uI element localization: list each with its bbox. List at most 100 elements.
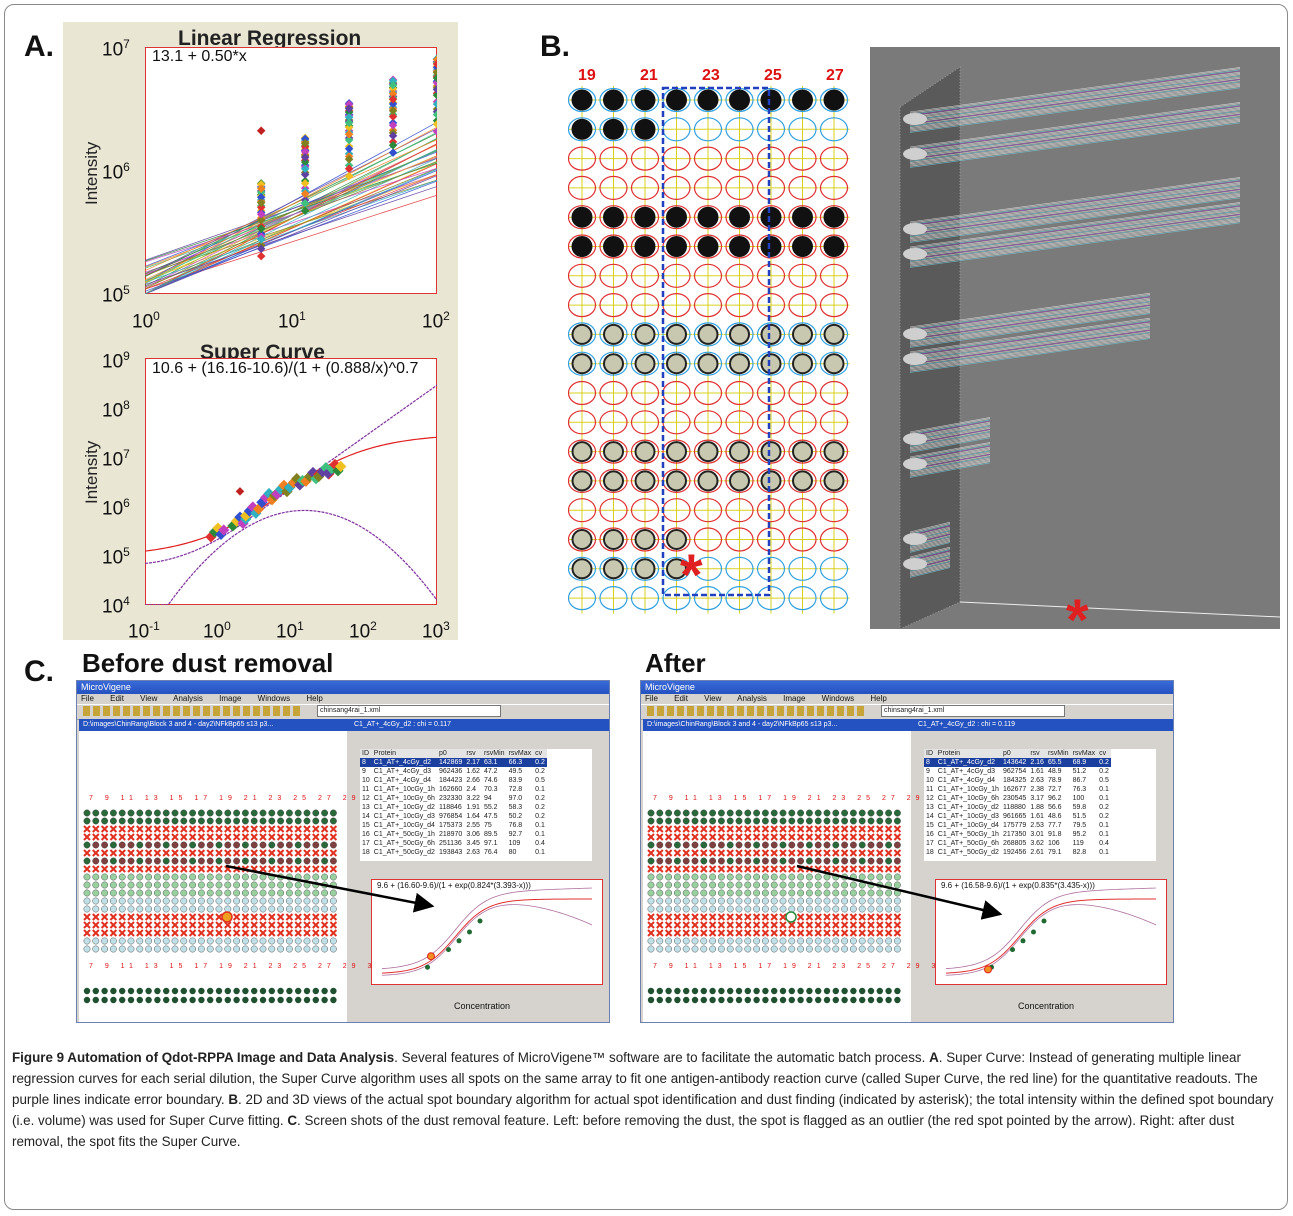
spot <box>250 841 258 849</box>
spot <box>145 889 153 897</box>
mini-point <box>425 964 430 970</box>
spot <box>771 987 778 995</box>
menu-view[interactable]: View <box>704 694 722 703</box>
menu-file[interactable]: File <box>645 694 658 703</box>
table-row[interactable]: 16 C1_AT+_50cGy_1h 217350 3.01 91.8 95.2 0.1 <box>924 830 1111 839</box>
spot <box>832 996 839 1004</box>
spot <box>841 945 849 953</box>
spot <box>753 841 761 849</box>
table-row[interactable]: 10 C1_AT+_4cGy_d4 184423 2.66 74.6 83.9 0.5 <box>360 776 547 785</box>
menu-analysis[interactable]: Analysis <box>737 694 767 703</box>
column-header[interactable]: p0 <box>436 749 465 758</box>
column-header[interactable]: ID <box>924 749 936 758</box>
column-header[interactable]: rsv <box>464 749 482 758</box>
table-row[interactable]: 12 C1_AT+_10cGy_6h 230545 3.17 96.2 100 0.1 <box>924 794 1111 803</box>
table-row[interactable]: 13 C1_AT+_10cGy_d2 118846 1.91 55.2 58.3 0.2 <box>360 803 547 812</box>
table-row[interactable]: 18 C1_AT+_50cGy_d2 193843 2.63 76.4 80 0.1 <box>360 848 547 857</box>
column-header[interactable]: cv <box>1097 749 1111 758</box>
menu-view[interactable]: View <box>140 694 158 703</box>
table-row[interactable]: 8 C1_AT+_4cGy_d2 143642 2.16 65.5 68.9 0.2 <box>924 758 1111 767</box>
intensity-spike <box>909 118 1241 165</box>
table-row[interactable]: 12 C1_AT+_10cGy_6h 232330 3.22 94 97.0 0.2 <box>360 794 547 803</box>
spot-boundary <box>819 175 849 201</box>
table-row[interactable]: 15 C1_AT+_10cGy_d4 175373 2.55 75 76.8 0.1 <box>360 821 547 830</box>
figure-frame <box>4 4 1288 1210</box>
menu-windows[interactable]: Windows <box>821 694 855 703</box>
menu-analysis[interactable]: Analysis <box>173 694 203 703</box>
spot-boundary <box>568 498 597 523</box>
table-row[interactable]: 8 C1_AT+_4cGy_d2 142869 2.17 63.1 66.3 0.2 <box>360 758 547 767</box>
column-header[interactable]: ID <box>360 749 372 758</box>
intensity-spike <box>909 180 1241 226</box>
column-header[interactable]: rsvMin <box>481 749 507 758</box>
toolbar-icons[interactable] <box>647 706 867 716</box>
file-field[interactable]: chinsang4rai_1.xml <box>317 705 501 717</box>
column-header[interactable]: rsvMin <box>1045 749 1071 758</box>
spot <box>277 889 285 897</box>
spot-flag <box>259 921 267 929</box>
table-row[interactable]: 14 C1_AT+_10cGy_d3 976854 1.64 47.5 50.2 0.2 <box>360 812 547 821</box>
table-row[interactable]: 17 C1_AT+_50cGy_6h 268805 3.62 106 119 0.4 <box>924 839 1111 848</box>
spot <box>735 817 743 825</box>
table-row[interactable]: 17 C1_AT+_50cGy_6h 251136 3.45 97.1 109 0.4 <box>360 839 547 848</box>
spot <box>735 857 743 865</box>
table-row[interactable]: 14 C1_AT+_10cGy_d3 961665 1.61 48.6 51.5 0.2 <box>924 812 1111 821</box>
column-header[interactable]: rsvMax <box>1070 749 1098 758</box>
spot <box>241 945 249 953</box>
spot-flag <box>224 833 232 841</box>
menu-help[interactable]: Help <box>870 694 887 703</box>
table-row[interactable]: 18 C1_AT+_50cGy_d2 192456 2.61 79.1 82.8 0.1 <box>924 848 1111 857</box>
column-header[interactable]: Protein <box>935 749 1001 758</box>
table-row[interactable]: 16 C1_AT+_50cGy_1h 218970 3.06 89.5 92.7 0.1 <box>360 830 547 839</box>
spot <box>268 857 276 865</box>
menu-file[interactable]: File <box>81 694 94 703</box>
column-header[interactable]: Protein <box>371 749 437 758</box>
data-point <box>300 164 310 174</box>
spot <box>762 809 769 817</box>
table-cell: 12 <box>926 795 934 802</box>
table-row[interactable]: 13 C1_AT+_10cGy_d2 118880 1.88 56.6 59.8 0.2 <box>924 803 1111 812</box>
mini-point <box>1020 938 1026 944</box>
table-row[interactable]: 9 C1_AT+_4cGy_d3 962436 1.62 47.2 49.5 0.2 <box>360 767 547 776</box>
mini-curve <box>945 898 1157 974</box>
menu-windows[interactable]: Windows <box>257 694 291 703</box>
table-cell: 184423 <box>438 777 463 784</box>
table-cell: 0.1 <box>535 831 545 838</box>
file-field[interactable]: chinsang4rai_1.xml <box>881 705 1065 717</box>
menu-image[interactable]: Image <box>783 694 806 703</box>
spot <box>779 987 787 995</box>
table-row[interactable]: 11 C1_AT+_10cGy_1h 162677 2.38 72.7 76.3 0.1 <box>924 785 1111 794</box>
spot <box>603 206 624 228</box>
column-header[interactable]: p0 <box>1000 749 1029 758</box>
table-cell: C1_AT+_10cGy_d3 <box>373 813 435 820</box>
table-cell: C1_AT+_4cGy_d2 <box>935 758 1001 767</box>
table-row[interactable]: 10 C1_AT+_4cGy_d4 184325 2.63 78.9 86.7 0.5 <box>924 776 1111 785</box>
mini-bound-upper <box>945 887 1157 970</box>
spot <box>760 323 782 345</box>
menu-image[interactable]: Image <box>219 694 242 703</box>
spot <box>154 841 161 849</box>
mini-point <box>1010 947 1015 953</box>
table-row[interactable]: 15 C1_AT+_10cGy_d4 175779 2.53 77.7 79.5 0.1 <box>924 821 1111 830</box>
spot-flag <box>83 929 91 937</box>
spot <box>762 987 769 995</box>
toolbar-icons[interactable] <box>83 706 303 716</box>
menu-help[interactable]: Help <box>306 694 323 703</box>
spot <box>744 905 752 913</box>
spot-flag <box>285 929 294 937</box>
spot <box>145 987 152 995</box>
column-header[interactable]: cv <box>533 749 547 758</box>
spot <box>647 987 655 995</box>
column-header[interactable]: rsvMax <box>506 749 534 758</box>
spot <box>814 817 822 825</box>
menu-edit[interactable]: Edit <box>674 694 688 703</box>
spot <box>180 857 188 865</box>
table-row[interactable]: 11 C1_AT+_10cGy_1h 162660 2.4 70.3 72.8 0.1 <box>360 785 547 794</box>
spot <box>312 873 320 881</box>
spot-boundary <box>599 527 628 552</box>
menu-edit[interactable]: Edit <box>110 694 124 703</box>
table-row[interactable]: 9 C1_AT+_4cGy_d3 962754 1.61 48.9 51.2 0.2 <box>924 767 1111 776</box>
spot-boundary <box>630 556 660 581</box>
spot <box>180 945 188 953</box>
column-header[interactable]: rsv <box>1028 749 1046 758</box>
